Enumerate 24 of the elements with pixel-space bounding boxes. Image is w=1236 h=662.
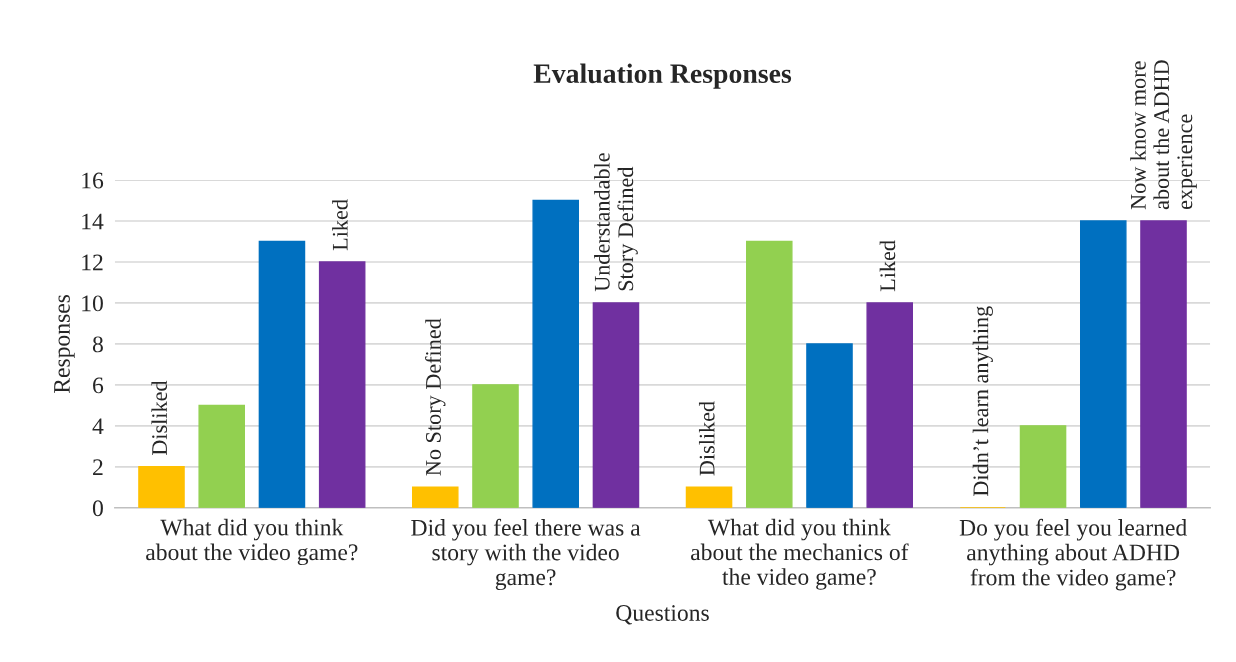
annotation: Liked xyxy=(879,240,896,292)
annotation: Now know more about the ADHD experience xyxy=(1130,60,1197,210)
x-tick-label: What did you think about the mechanics of the video game? xyxy=(691,518,909,590)
y-axis-title: Responses xyxy=(54,294,75,394)
annotation: Liked xyxy=(332,199,348,251)
annotation: Understandable Story Defined xyxy=(594,153,638,292)
y-tick-label: 8 xyxy=(92,336,103,353)
annotation: Disliked xyxy=(698,401,715,476)
y-tick-label: 10 xyxy=(82,295,103,312)
y-tick-label: 6 xyxy=(93,377,104,394)
x-tick-label: Did you feel there was a story with the video game? xyxy=(411,518,641,591)
y-tick-label: 14 xyxy=(82,213,104,230)
x-axis-title: Questions xyxy=(616,605,709,625)
y-tick-label: 12 xyxy=(82,254,103,271)
y-tick-label: 4 xyxy=(92,418,104,435)
y-tick-label: 2 xyxy=(93,459,103,475)
x-tick-label: Do you feel you learned anything about ADHD from the video game? xyxy=(959,518,1187,591)
y-tick-label: 0 xyxy=(92,500,103,517)
annotation: Disliked xyxy=(151,380,168,456)
x-tick-label: What did you think about the video game? xyxy=(146,518,358,566)
annotation: No Story Defined xyxy=(425,318,446,476)
chart-title: Evaluation Responses xyxy=(533,63,792,89)
annotation: Didn’t learn anything xyxy=(972,306,993,496)
y-tick-label: 16 xyxy=(82,172,104,189)
